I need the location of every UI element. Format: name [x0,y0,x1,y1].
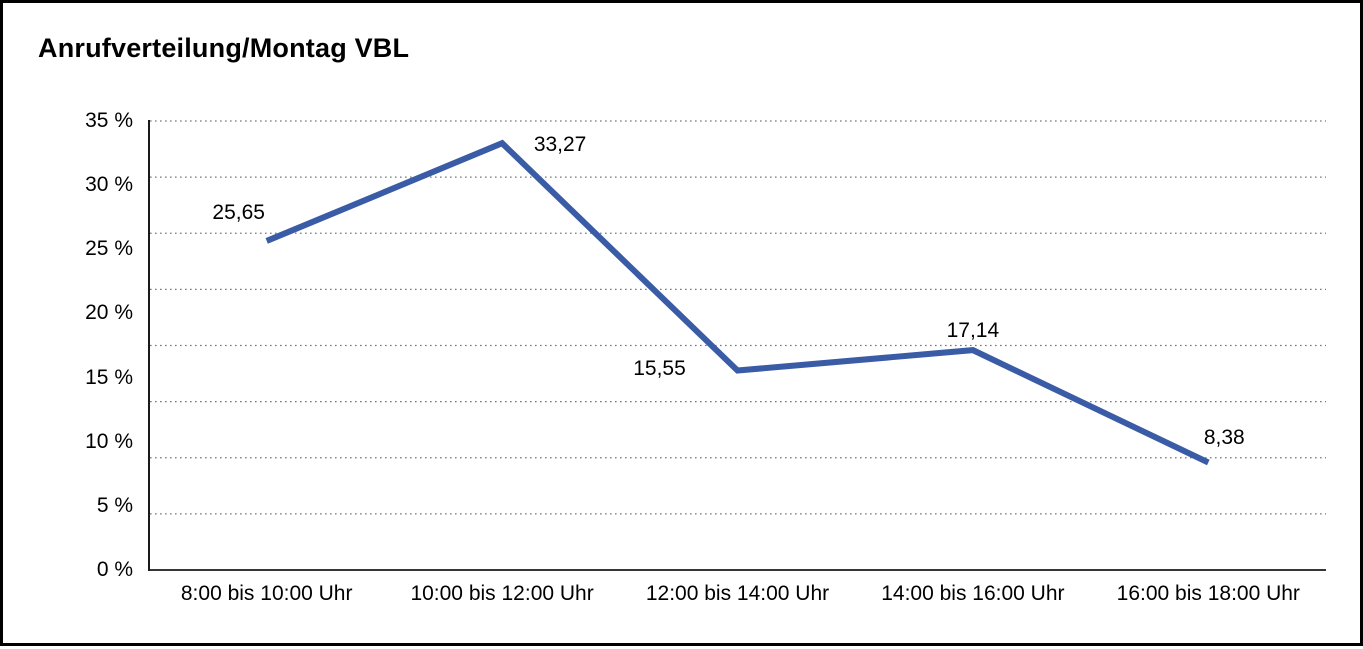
x-axis-label: 16:00 bis 18:00 Uhr [1116,582,1300,605]
data-point-label: 15,55 [633,356,686,380]
y-axis-label: 15 % [85,365,133,389]
chart-title: Anrufverteilung/Montag VBL [38,33,410,63]
data-line [265,139,1210,466]
y-axis-label: 30 % [85,173,133,197]
y-axis-label: 25 % [85,237,133,261]
data-point-label: 33,27 [533,133,587,157]
y-axis-label: 0 % [96,558,133,581]
x-axis-label: 12:00 bis 14:00 Uhr [645,582,830,605]
y-axis-label: 20 % [85,301,133,325]
line-plot-canvas [148,120,1326,571]
x-axis-label: 10:00 bis 12:00 Uhr [410,582,594,605]
y-axis-label: 10 % [85,429,133,453]
y-axis-label: 5 % [96,493,133,517]
data-point-label: 25,65 [212,200,265,224]
y-axis-label: 35 % [85,109,133,132]
data-point-label: 17,14 [946,319,1000,343]
x-axis-label: 14:00 bis 16:00 Uhr [881,582,1065,605]
data-point-label: 8,38 [1203,426,1245,450]
x-axis-label: 8:00 bis 10:00 Uhr [180,582,353,605]
